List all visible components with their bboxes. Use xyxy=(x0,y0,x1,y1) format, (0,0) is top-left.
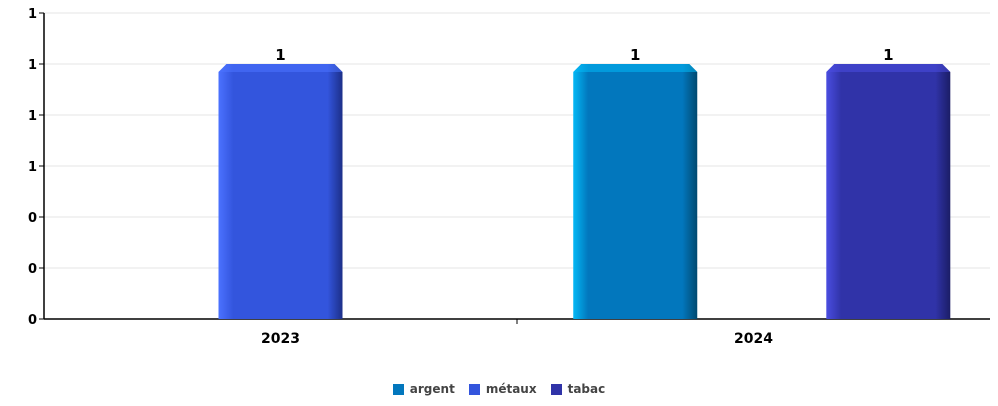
y-tick-label: 0 xyxy=(28,262,37,277)
data-label: 1 xyxy=(275,46,285,64)
bars: 1 1 1 xyxy=(218,46,951,319)
legend-item-argent[interactable]: argent xyxy=(392,382,455,396)
legend: argent métaux tabac xyxy=(0,382,998,396)
y-tick-label: 1 xyxy=(28,160,37,175)
legend-label: tabac xyxy=(567,382,606,396)
data-label: 1 xyxy=(630,46,640,64)
legend-swatch xyxy=(392,383,404,395)
bar-top-bevel xyxy=(573,64,698,72)
bar-métaux-2023[interactable] xyxy=(218,64,343,319)
y-tick-label: 0 xyxy=(28,313,37,328)
data-label: 1 xyxy=(883,46,893,64)
y-tick-label: 1 xyxy=(28,109,37,124)
y-tick-label: 1 xyxy=(28,7,37,22)
bar-tabac-2024[interactable] xyxy=(826,64,951,319)
bar-top-bevel xyxy=(218,64,343,72)
y-tick-label: 0 xyxy=(28,211,37,226)
legend-label: argent xyxy=(409,382,455,396)
x-tick-label: 2023 xyxy=(261,331,300,347)
y-axis: 0 0 0 1 1 1 1 xyxy=(28,7,45,328)
legend-label: métaux xyxy=(485,382,537,396)
legend-swatch xyxy=(550,383,562,395)
bar-top-bevel xyxy=(826,64,951,72)
y-tick-label: 1 xyxy=(28,58,37,73)
bar-argent-2024[interactable] xyxy=(573,64,698,319)
x-axis: 2023 2024 xyxy=(44,318,990,347)
legend-item-tabac[interactable]: tabac xyxy=(550,382,606,396)
bar-chart: 0 0 0 1 1 1 1 2023 2024 1 1 1 xyxy=(28,7,990,347)
x-tick-label: 2024 xyxy=(734,331,773,347)
legend-item-métaux[interactable]: métaux xyxy=(468,382,537,396)
legend-swatch xyxy=(468,383,480,395)
